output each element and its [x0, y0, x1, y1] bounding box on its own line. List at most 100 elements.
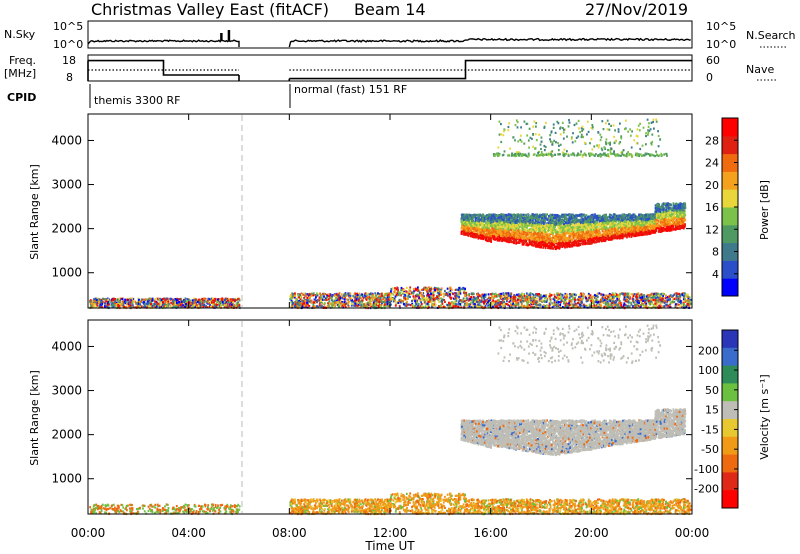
echo-cell: [600, 300, 603, 303]
echo-cell: [372, 305, 375, 308]
echo-cell: [473, 298, 475, 301]
echo-cell: [516, 299, 519, 302]
echo-cell: [459, 299, 462, 302]
echo-cell: [187, 303, 189, 306]
echo-cell: [225, 297, 227, 300]
echo-cell: [356, 294, 359, 297]
echo-cell: [491, 292, 494, 295]
echo-cell: [329, 293, 332, 296]
echo-cell: [223, 304, 226, 307]
echo-cell: [414, 299, 416, 302]
echo-cell: [294, 294, 296, 298]
echo-cell: [97, 304, 100, 307]
echo-cell: [452, 293, 455, 296]
echo-cell: [105, 300, 108, 303]
nsearch-label: N.Search: [746, 29, 796, 42]
echo-cell: [436, 288, 439, 291]
echo-cell: [206, 301, 209, 305]
echo-cell: [565, 302, 568, 305]
echo-cell: [496, 293, 499, 297]
echo-cell: [648, 294, 651, 297]
echo-cell: [421, 292, 424, 295]
echo-cell: [673, 300, 676, 303]
echo-cell: [570, 301, 573, 304]
echo-cell: [327, 298, 330, 301]
echo-cell: [528, 296, 530, 299]
echo-cell: [91, 301, 94, 304]
echo-cell: [200, 306, 203, 309]
echo-cell: [676, 303, 679, 306]
echo-cell: [448, 293, 451, 296]
echo-cell: [536, 297, 538, 300]
echo-cell: [178, 301, 181, 304]
echo-cell: [609, 299, 612, 302]
echo-cell: [119, 297, 122, 300]
echo-cell: [185, 303, 187, 306]
echo-cell: [538, 293, 540, 296]
echo-cell: [470, 292, 473, 295]
echo-cell: [426, 302, 429, 305]
echo-cell: [182, 300, 185, 303]
echo-cell: [297, 294, 300, 297]
echo-cell: [176, 302, 178, 305]
echo-cell: [95, 298, 98, 302]
echo-cell: [328, 300, 331, 303]
echo-cell: [594, 294, 596, 297]
echo-cell: [424, 288, 427, 291]
echo-cell: [568, 296, 571, 299]
echo-cell: [414, 304, 417, 307]
echo-cell: [303, 296, 305, 300]
echo-cell: [427, 298, 429, 301]
echo-cell: [667, 305, 669, 308]
echo-cell: [223, 300, 226, 304]
echo-cell: [680, 302, 682, 305]
echo-cell: [193, 304, 196, 307]
echo-cell: [655, 292, 658, 295]
echo-cell: [580, 300, 583, 303]
echo-cell: [146, 298, 149, 301]
echo-cell: [143, 304, 146, 307]
echo-cell: [204, 299, 207, 302]
echo-cell: [381, 294, 383, 298]
echo-cell: [310, 301, 313, 304]
echo-cell: [100, 306, 103, 309]
echo-cell: [167, 300, 170, 303]
echo-cell: [161, 298, 164, 301]
echo-cell: [394, 299, 397, 302]
echo-cell: [378, 300, 381, 303]
echo-cell: [442, 292, 445, 295]
echo-cell: [101, 297, 104, 300]
echo-cell: [201, 297, 203, 301]
echo-cell: [168, 303, 171, 306]
echo-cell: [610, 306, 612, 309]
echo-cell: [654, 298, 657, 301]
nsearch-tick-top: 10^5: [706, 20, 736, 33]
echo-cell: [119, 301, 121, 304]
echo-cell: [556, 293, 559, 297]
echo-cell: [423, 297, 426, 300]
echo-cell: [578, 294, 581, 297]
echo-cell: [151, 299, 153, 302]
echo-cell: [472, 292, 475, 296]
echo-cell: [202, 304, 204, 307]
echo-cell: [315, 296, 317, 299]
echo-cell: [436, 295, 439, 298]
echo-cell: [137, 302, 140, 305]
echo-cell: [92, 298, 95, 301]
echo-cell: [579, 304, 582, 308]
echo-cell: [523, 295, 526, 298]
echo-cell: [457, 303, 459, 306]
echo-cell: [652, 295, 655, 298]
echo-cell: [142, 298, 145, 301]
echo-cell: [197, 298, 200, 301]
echo-cell: [606, 304, 609, 307]
echo-cell: [572, 297, 574, 300]
echo-cell: [573, 298, 576, 301]
echo-cell: [163, 302, 166, 305]
echo-cell: [197, 304, 200, 308]
echo-cell: [454, 292, 457, 295]
echo-cell: [214, 299, 216, 302]
echo-cell: [308, 296, 310, 299]
echo-cell: [234, 299, 237, 302]
echo-cell: [155, 303, 158, 306]
